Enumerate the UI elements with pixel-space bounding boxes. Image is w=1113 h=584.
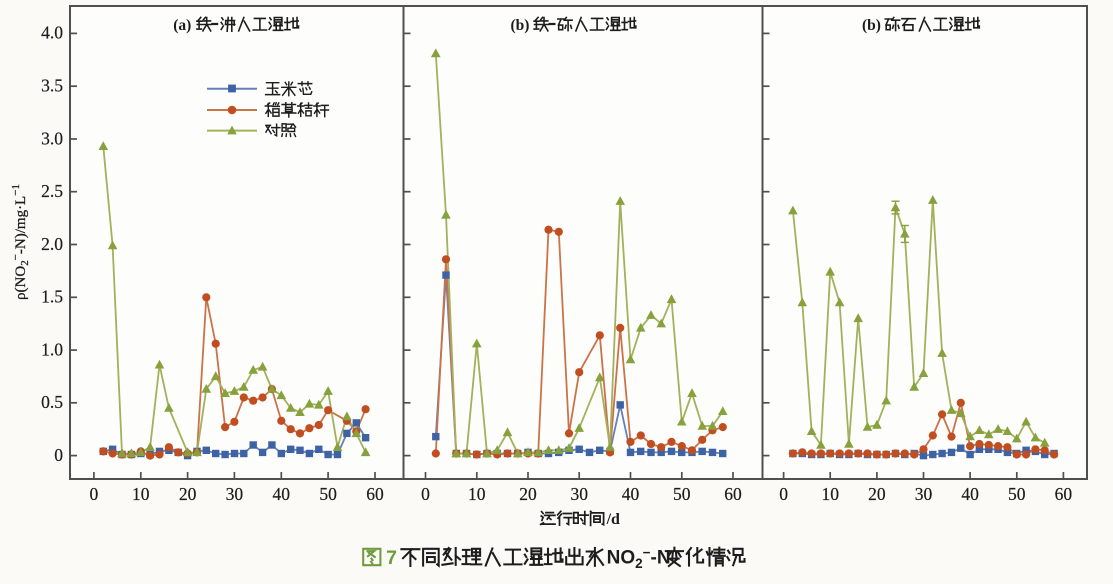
svg-text:60: 60 [1055,484,1073,504]
svg-text:60: 60 [724,484,742,504]
svg-text:1.0: 1.0 [41,339,63,359]
svg-text:40: 40 [961,484,979,504]
svg-text:0: 0 [54,445,63,465]
svg-text:50: 50 [319,484,337,504]
svg-text:0: 0 [421,484,430,504]
svg-text:40: 40 [622,484,640,504]
svg-text:50: 50 [1008,484,1026,504]
svg-text:3.5: 3.5 [41,76,63,96]
svg-text:30: 30 [570,484,588,504]
svg-text:50: 50 [673,484,691,504]
svg-text:0: 0 [90,484,99,504]
svg-text:0.5: 0.5 [41,392,63,412]
svg-text:10: 10 [132,484,150,504]
svg-text:(b): (b) [511,17,530,34]
svg-text:(a): (a) [173,17,191,34]
svg-text:7: 7 [386,547,397,569]
svg-text:10: 10 [821,484,839,504]
svg-text:20: 20 [519,484,537,504]
svg-text:3.0: 3.0 [41,128,63,148]
svg-text:40: 40 [273,484,291,504]
svg-text:10: 10 [468,484,486,504]
svg-text:NO2−-N: NO2−-N [607,545,671,571]
svg-text:30: 30 [226,484,244,504]
svg-text:4.0: 4.0 [41,23,63,43]
svg-text:20: 20 [868,484,886,504]
svg-text:1.5: 1.5 [41,287,63,307]
svg-text:(b): (b) [862,17,881,34]
svg-text:60: 60 [366,484,384,504]
svg-text:2.0: 2.0 [41,234,63,254]
svg-text:ρ(NO2−-N)/mg·L−1: ρ(NO2−-N)/mg·L−1 [10,184,31,300]
svg-text:/d: /d [606,511,620,528]
svg-text:30: 30 [915,484,933,504]
svg-text:2.5: 2.5 [41,181,63,201]
svg-text:20: 20 [179,484,197,504]
svg-text:0: 0 [779,484,788,504]
